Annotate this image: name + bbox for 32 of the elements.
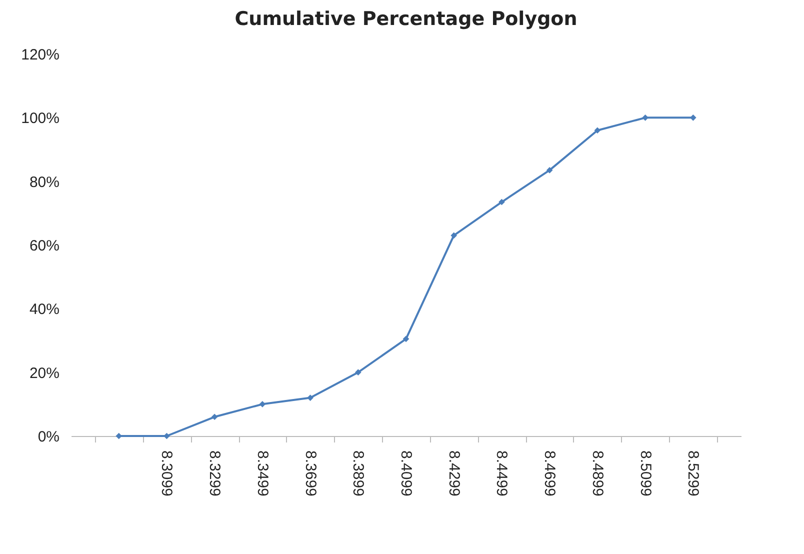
point [498,198,505,206]
x-tick-label: 8.5299 [684,450,702,496]
y-tick-label: 0% [38,428,60,446]
point [164,432,170,440]
point [259,401,266,408]
x-tick-label: 8.3699 [302,450,319,496]
point [211,414,218,420]
x-tick-label: 8.3899 [350,450,367,496]
y-tick-label: 20% [29,364,60,382]
x-tick-label: 8.4499 [493,450,510,496]
x-tick-label: 8.3499 [254,450,271,496]
x-tick-label: 8.4299 [445,450,462,496]
point [450,232,458,239]
y-tick-label: 60% [29,238,60,254]
y-tick-label: 100% [21,110,60,128]
x-tick-label: 8.3099 [158,450,176,496]
chart-title: Cumulative Percentage Polygon [234,8,578,30]
point [402,336,410,342]
y-tick-label: 80% [29,174,60,191]
x-tick-label: 8.3299 [206,450,224,496]
point [594,127,601,134]
point [307,394,314,401]
x-tick-label: 8.5099 [636,450,654,496]
point [642,114,648,121]
point [690,114,696,121]
point [546,167,553,174]
point [354,369,362,376]
x-tick-label: 8.4099 [398,450,414,496]
x-tick-label: 8.4899 [588,450,606,496]
y-tick-label: 40% [29,301,60,318]
x-tick-label: 8.4699 [541,450,558,496]
y-tick-label: 120% [21,46,60,64]
